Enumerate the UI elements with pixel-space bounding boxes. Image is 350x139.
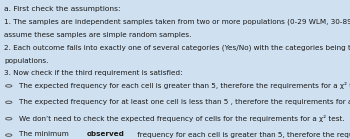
Text: frequency for each cell is greater than 5, therefore the requirements for a χ² t: frequency for each cell is greater than …	[135, 131, 350, 138]
Text: assume these samples are simple random samples.: assume these samples are simple random s…	[4, 32, 191, 38]
Text: 2. Each outcome falls into exactly one of several categories (Yes/No) with the c: 2. Each outcome falls into exactly one o…	[4, 45, 350, 51]
Text: populations.: populations.	[4, 58, 49, 64]
Text: The minimum: The minimum	[19, 131, 71, 137]
Text: The expected frequency for each cell is greater than 5, therefore the requiremen: The expected frequency for each cell is …	[19, 82, 350, 89]
Text: The expected frequency for at least one cell is less than 5 , therefore the requ: The expected frequency for at least one …	[19, 98, 350, 105]
Text: a. First check the assumptions:: a. First check the assumptions:	[4, 6, 121, 12]
Text: 1. The samples are independent samples taken from two or more populations (0-29 : 1. The samples are independent samples t…	[4, 19, 350, 25]
Text: 3. Now check if the third requirement is satisfied:: 3. Now check if the third requirement is…	[4, 70, 183, 76]
Text: observed: observed	[86, 131, 124, 137]
Text: We don’t need to check the expected frequency of cells for the requirements for : We don’t need to check the expected freq…	[19, 115, 345, 122]
